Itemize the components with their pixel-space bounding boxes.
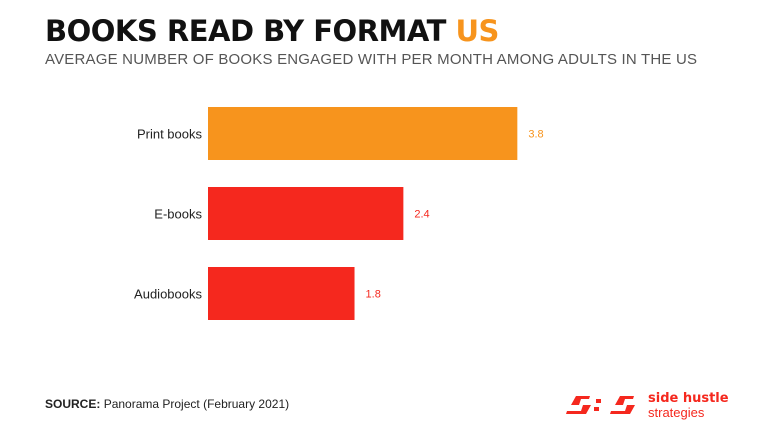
logo-mark-icon — [566, 396, 635, 414]
category-label-e-books: E-books — [154, 207, 202, 222]
bar-chart: Print books 3.8 E-books 2.4 Audiobooks 1.8 — [134, 107, 544, 320]
category-label-print-books: Print books — [137, 127, 203, 142]
chart-subtitle: AVERAGE NUMBER OF BOOKS ENGAGED WITH PER… — [45, 51, 698, 68]
value-label-audiobooks: 1.8 — [366, 289, 381, 301]
source-text: Panorama Project (February 2021) — [103, 397, 290, 411]
category-label-audiobooks: Audiobooks — [134, 287, 202, 302]
logo-line2: strategies — [648, 405, 705, 420]
source-note: SOURCE: Panorama Project (February 2021) — [45, 397, 289, 411]
value-label-e-books: 2.4 — [414, 209, 429, 221]
logo-line1: side hustle — [648, 391, 729, 406]
title-accent: US — [455, 14, 499, 48]
chart-title: BOOKS READ BY FORMAT US — [45, 14, 499, 48]
value-label-print-books: 3.8 — [528, 129, 543, 141]
source-label: SOURCE: — [45, 397, 101, 411]
bar-print-books — [208, 107, 518, 160]
bar-e-books — [208, 187, 404, 240]
brand-logo: side hustle strategies — [566, 390, 746, 422]
bar-audiobooks — [208, 267, 355, 320]
title-main: BOOKS READ BY FORMAT — [45, 14, 446, 48]
